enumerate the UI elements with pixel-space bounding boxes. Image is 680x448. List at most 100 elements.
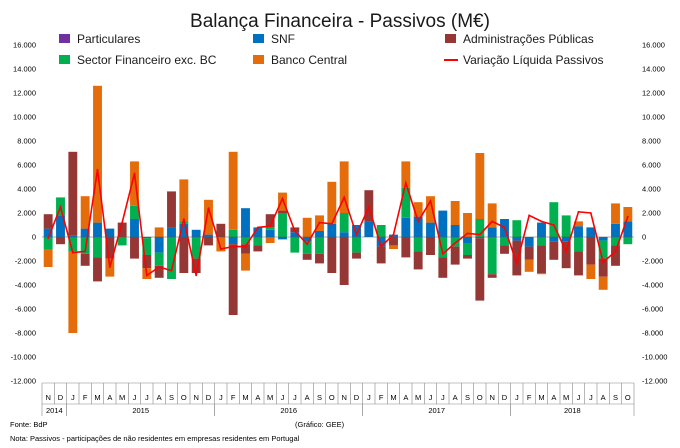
line-point: [565, 250, 568, 253]
bar-snf: [43, 228, 53, 237]
line-point: [404, 182, 407, 184]
bar-banco-central: [598, 276, 608, 290]
bar-sector-financeiro-exc-bc: [265, 227, 275, 230]
bar-sector-financeiro-exc-bc: [500, 237, 509, 246]
bar-administracoes-publicas: [475, 238, 485, 301]
bar-sector-financeiro-exc-bc: [302, 241, 312, 254]
y-tick-label-left: 2.000: [17, 209, 36, 218]
x-tick-label-month: M: [563, 393, 569, 402]
bar-banco-central: [241, 253, 250, 271]
x-tick-label-month: D: [206, 393, 212, 402]
bar-sector-financeiro-exc-bc: [475, 219, 485, 237]
bar-banco-central: [574, 221, 583, 227]
x-tick-label-month: S: [169, 393, 174, 402]
legend-label: SNF: [271, 32, 295, 46]
line-point: [158, 266, 161, 268]
bar-administracoes-publicas: [561, 241, 571, 269]
line-point: [219, 248, 222, 250]
bar-sector-financeiro-exc-bc: [401, 187, 411, 218]
bar-snf: [253, 227, 263, 237]
y-tick-label-left: -6.000: [15, 305, 36, 314]
x-tick-label-month: A: [255, 393, 260, 402]
y-tick-label-right: 14.000: [642, 65, 665, 74]
footnote: Nota: Passivos - participações de não re…: [10, 434, 300, 443]
line-point: [417, 220, 420, 223]
bar-snf: [154, 237, 164, 253]
bar-banco-central: [623, 207, 633, 222]
y-tick-label-right: -6.000: [642, 305, 663, 314]
bar-snf: [549, 237, 559, 242]
line-point: [392, 233, 395, 236]
bar-banco-central: [487, 203, 497, 228]
bar-snf: [586, 227, 596, 237]
line-point: [232, 245, 235, 248]
x-tick-label-month: J: [441, 393, 445, 402]
legend-swatch: [445, 34, 456, 43]
line-point: [441, 252, 444, 255]
line-point: [380, 245, 383, 248]
bar-sector-financeiro-exc-bc: [167, 237, 176, 279]
y-tick-label-left: -2.000: [15, 257, 36, 266]
y-tick-label-left: 4.000: [17, 185, 36, 194]
x-tick-label-month: A: [157, 393, 162, 402]
bar-administracoes-publicas: [241, 244, 250, 254]
y-tick-label-left: 12.000: [13, 89, 36, 98]
bar-administracoes-publicas: [327, 237, 337, 273]
bar-snf: [339, 232, 349, 237]
y-tick-label-left: 8.000: [17, 137, 36, 146]
bar-snf: [56, 215, 65, 237]
bar-administracoes-publicas: [68, 151, 78, 236]
bar-snf: [179, 223, 189, 237]
x-tick-label-month: D: [58, 393, 64, 402]
bar-banco-central: [611, 203, 620, 224]
bar-snf: [512, 237, 522, 241]
line-point: [170, 269, 173, 272]
bar-snf: [623, 221, 633, 237]
legend-label: Administrações Públicas: [463, 32, 594, 46]
bar-snf: [389, 234, 398, 237]
bar-banco-central: [339, 161, 349, 213]
line-point: [244, 245, 247, 248]
x-tick-label-month: J: [429, 393, 433, 402]
bar-snf: [327, 223, 337, 237]
bar-administracoes-publicas: [43, 214, 53, 229]
line-point: [318, 221, 321, 224]
chart-title: Balança Financeira - Passivos (M€): [190, 11, 490, 32]
bar-banco-central: [204, 199, 213, 235]
bar-administracoes-publicas: [154, 265, 164, 278]
y-tick-label-left: 10.000: [13, 113, 36, 122]
bar-administracoes-publicas: [586, 237, 596, 265]
bar-sector-financeiro-exc-bc: [598, 240, 608, 259]
bar-administracoes-publicas: [253, 245, 263, 252]
bar-sector-financeiro-exc-bc: [512, 220, 522, 237]
line-point: [59, 206, 62, 208]
x-tick-label-month: N: [45, 393, 50, 402]
line-point: [626, 215, 629, 218]
bar-snf: [364, 221, 374, 237]
x-tick-label-month: M: [415, 393, 421, 402]
legend-swatch: [59, 55, 70, 64]
line-point: [256, 226, 259, 229]
y-tick-label-right: -4.000: [642, 281, 663, 290]
bar-administracoes-publicas: [426, 237, 435, 255]
bar-sector-financeiro-exc-bc: [487, 237, 497, 275]
bar-snf: [574, 226, 583, 237]
line-point: [207, 207, 210, 210]
bar-snf: [524, 237, 534, 247]
y-tick-label-right: 8.000: [642, 137, 661, 146]
bar-administracoes-publicas: [389, 237, 398, 246]
bar-snf: [93, 222, 102, 237]
x-tick-label-month: A: [305, 393, 310, 402]
bar-sector-financeiro-exc-bc: [623, 237, 633, 245]
y-tick-label-right: 12.000: [642, 89, 665, 98]
bar-banco-central: [450, 201, 460, 225]
bar-sector-financeiro-exc-bc: [43, 237, 53, 249]
line-point: [121, 221, 124, 224]
x-tick-label-month: O: [477, 393, 483, 402]
line-point: [478, 233, 481, 236]
y-tick-label-right: 10.000: [642, 113, 665, 122]
y-tick-label-left: 14.000: [13, 65, 36, 74]
y-tick-label-right: 4.000: [642, 185, 661, 194]
bar-snf: [537, 222, 546, 237]
y-tick-label-left: -10.000: [11, 353, 36, 362]
